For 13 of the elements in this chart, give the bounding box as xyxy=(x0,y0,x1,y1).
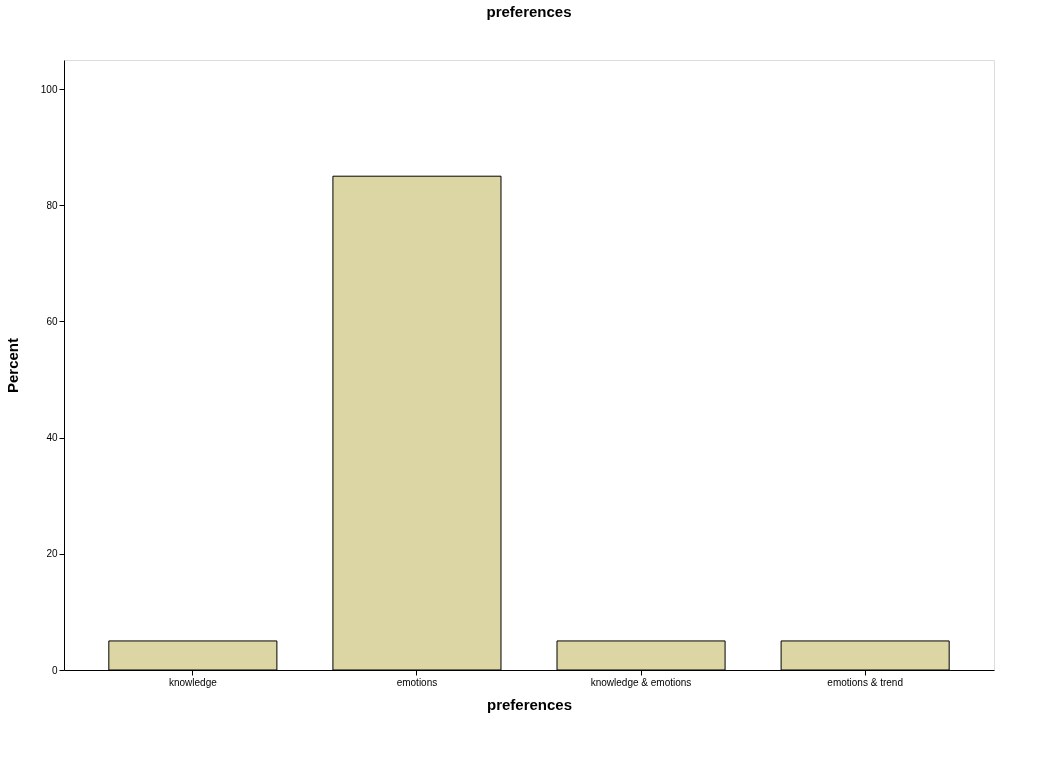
x-tick-label: emotions xyxy=(396,676,438,688)
chart-title: preferences xyxy=(486,3,572,20)
y-tick-label: 80 xyxy=(46,199,58,211)
y-axis-title: Percent xyxy=(3,337,21,394)
y-tick-label: 20 xyxy=(46,548,58,560)
y-tick-label: 60 xyxy=(46,315,58,327)
y-tick-label: 100 xyxy=(40,83,58,95)
x-tick-label: knowledge & emotions xyxy=(590,676,692,688)
x-tick-label: emotions & trend xyxy=(827,676,903,688)
y-tick-label: 40 xyxy=(46,432,58,444)
x-axis-title: preferences xyxy=(486,695,573,713)
y-tick-label: 0 xyxy=(51,664,58,676)
x-tick-label: knowledge xyxy=(168,676,218,688)
